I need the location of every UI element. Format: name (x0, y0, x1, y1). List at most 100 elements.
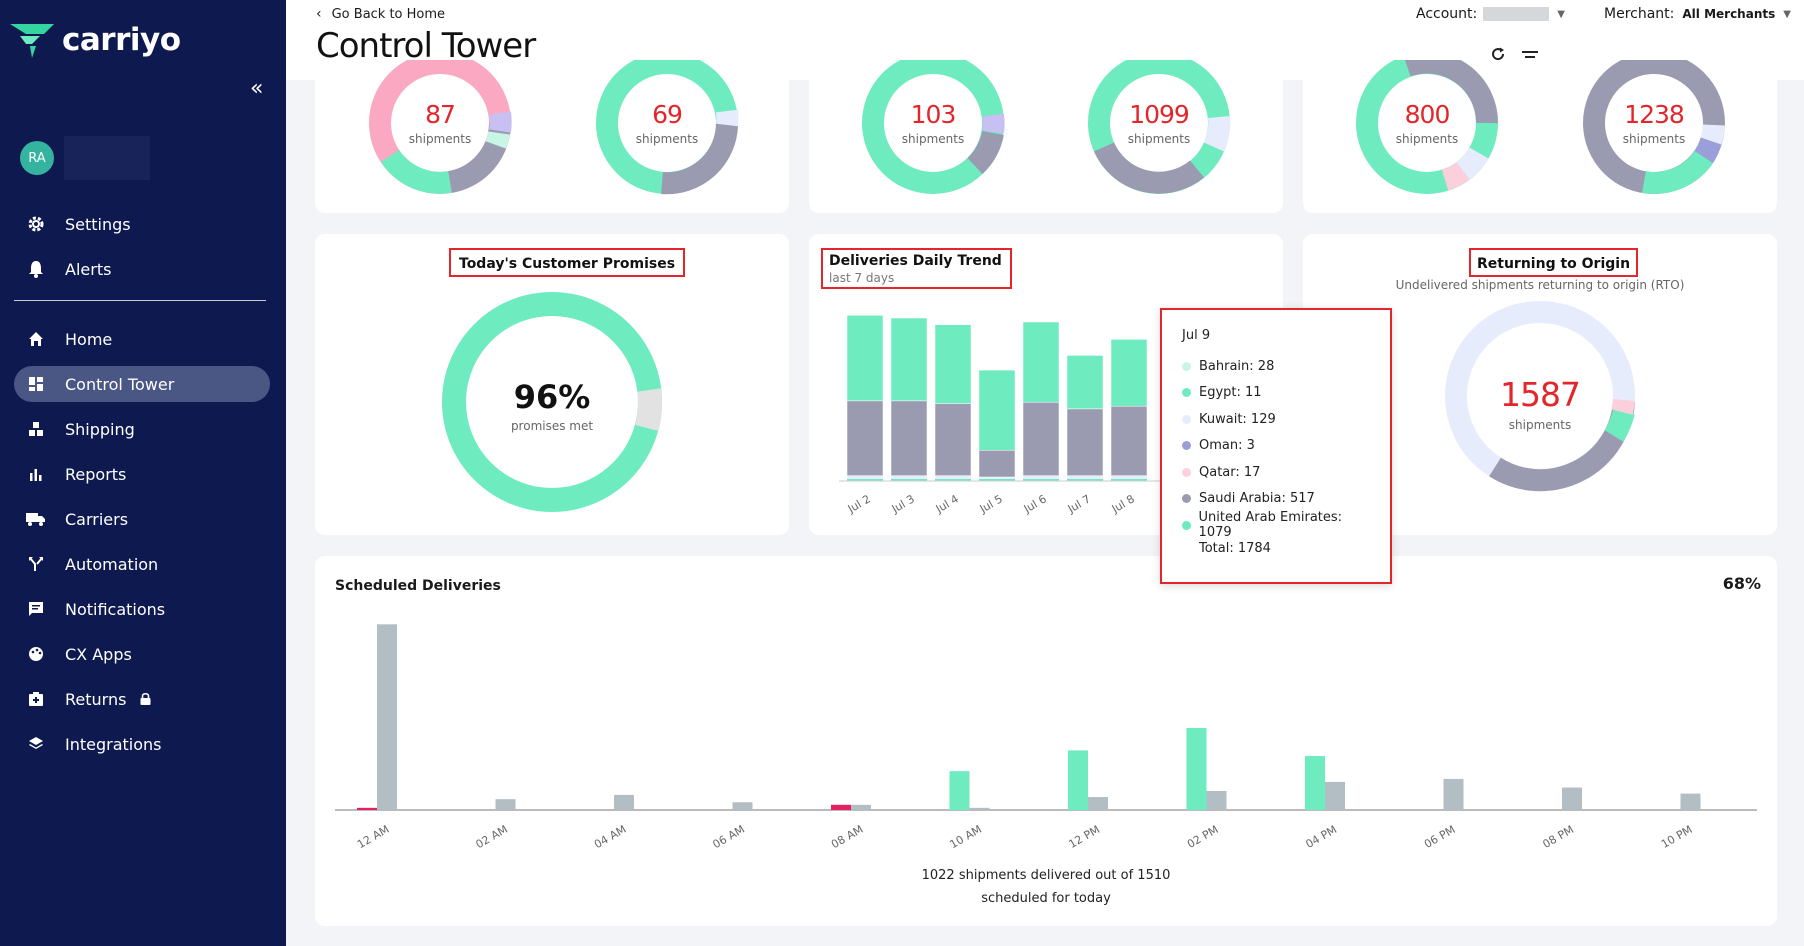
sidebar-item-label: Carriers (65, 509, 129, 529)
sidebar: carriyo « RA Settings Alerts Home Contro… (0, 0, 286, 946)
bell-icon (24, 257, 48, 281)
bar-on-time (949, 771, 970, 810)
sidebar-item-home[interactable]: Home (14, 321, 270, 357)
bar-uae (890, 317, 928, 402)
user-profile[interactable]: RA (20, 136, 150, 180)
donut-chart: 800 shipments (1356, 51, 1499, 194)
sidebar-main-nav: Home Control Tower Shipping Reports Carr… (14, 321, 270, 771)
bar-egypt (935, 479, 971, 481)
merchant-label: Merchant: (1604, 6, 1675, 22)
tooltip-date: Jul 9 (1182, 328, 1211, 343)
bar-scheduled (851, 804, 871, 810)
customer-promises-card: Today's Customer Promises 96% promises m… (315, 234, 789, 535)
x-tick-label: Jul 5 (977, 492, 1005, 516)
merchant-selector[interactable]: Merchant: All Merchants ▼ (1604, 6, 1791, 22)
sidebar-item-label: Control Tower (65, 374, 175, 394)
legend-dot (1182, 520, 1191, 530)
carriyo-logo[interactable]: carriyo (10, 22, 181, 58)
bar-saudi-arabia (890, 400, 928, 476)
scheduled-deliveries-chart: 12 AM 02 AM 04 AM 06 AM 08 AM 10 AM 12 PM 02 PM… (335, 624, 1757, 852)
avatar: RA (20, 141, 54, 175)
x-tick-label: Jul 8 (1109, 492, 1137, 516)
x-tick-label: Jul 6 (1021, 492, 1049, 516)
scheduled-percent: 68% (1722, 574, 1761, 593)
sidebar-item-label: Reports (65, 464, 127, 484)
merchant-value: All Merchants (1682, 7, 1776, 21)
top-card-2: 103 shipments 1099 shipments (809, 52, 1283, 213)
sidebar-item-reports[interactable]: Reports (14, 456, 270, 492)
sidebar-item-control-tower[interactable]: Control Tower (14, 366, 270, 402)
x-tick-label: 06 AM (711, 823, 747, 852)
returns-icon (24, 687, 48, 711)
bar-egypt (1023, 479, 1059, 481)
gear-icon (24, 212, 48, 236)
bar-scheduled (1206, 791, 1227, 810)
x-tick-label: 08 PM (1540, 823, 1576, 851)
x-tick-label: 06 PM (1422, 823, 1458, 851)
bar-scheduled (614, 794, 634, 810)
page-header: ‹ Go Back to Home Control Tower Account:… (286, 0, 1804, 80)
account-selector[interactable]: Account: ▼ (1416, 6, 1565, 22)
donut-chart: 103 shipments (862, 52, 1005, 194)
tooltip-row-label: Egypt: 11 (1199, 385, 1262, 401)
sidebar-top-nav: Settings Alerts (14, 206, 270, 296)
donut-value: 103 (911, 100, 956, 129)
sidebar-item-label: Automation (65, 554, 159, 574)
legend-dot (1182, 388, 1191, 398)
tooltip-row: Egypt: 11 (1182, 380, 1370, 407)
sidebar-item-cx-apps[interactable]: CX Apps (14, 636, 270, 672)
sidebar-item-integrations[interactable]: Integrations (14, 726, 270, 762)
sidebar-item-label: Settings (65, 214, 131, 234)
back-link[interactable]: ‹ Go Back to Home (316, 6, 445, 22)
bar-on-time (1068, 750, 1088, 810)
legend-dot (1182, 441, 1191, 451)
bar-uae (934, 324, 972, 404)
bar-egypt (979, 479, 1015, 481)
card-subtitle: Undelivered shipments returning to origi… (1395, 278, 1685, 292)
card-subtitle: last 7 days (829, 271, 895, 285)
sidebar-item-notifications[interactable]: Notifications (14, 591, 270, 627)
tooltip-row-label: Oman: 3 (1199, 438, 1255, 454)
refresh-icon[interactable] (1490, 46, 1506, 66)
sidebar-item-alerts[interactable]: Alerts (14, 251, 270, 287)
donut-unit: shipments (1128, 132, 1190, 146)
sidebar-item-label: Home (65, 329, 113, 349)
x-tick-label: 04 PM (1303, 823, 1339, 851)
card-title: Deliveries Daily Trend (829, 253, 1002, 269)
bar-scheduled (1325, 781, 1345, 810)
sidebar-item-carriers[interactable]: Carriers (14, 501, 270, 537)
legend-dot (1182, 467, 1191, 477)
sidebar-item-returns[interactable]: Returns (14, 681, 270, 717)
donut-chart: 1099 shipments (1088, 52, 1231, 194)
collapse-sidebar-icon[interactable]: « (250, 76, 264, 101)
donut-unit: shipments (636, 132, 698, 146)
donut-chart: 69 shipments (596, 52, 739, 195)
bar-scheduled (1443, 778, 1464, 810)
daily-trend-chart: Jul 2 Jul 3 Jul 4 Jul 5 Jul 6 Jul 7 Jul 8 (839, 315, 1269, 516)
layers-icon (24, 732, 48, 756)
donut-value: 1099 (1129, 100, 1189, 129)
carriyo-logo-icon (10, 24, 54, 58)
palette-icon (24, 642, 48, 666)
bar-egypt (847, 479, 883, 481)
tooltip-row: Oman: 3 (1182, 433, 1370, 460)
sidebar-item-shipping[interactable]: Shipping (14, 411, 270, 447)
card-title-box: Returning to Origin (1469, 248, 1639, 277)
bar-uae (1066, 355, 1104, 410)
account-value-redacted (1483, 7, 1550, 21)
tooltip-rows: Bahrain: 28 Egypt: 11 Kuwait: 129 Oman: 3 Qa… (1182, 353, 1370, 540)
sidebar-item-label: Shipping (65, 419, 135, 439)
sidebar-item-label: Notifications (65, 599, 166, 619)
sidebar-item-automation[interactable]: Automation (14, 546, 270, 582)
card-title: Today's Customer Promises (459, 256, 676, 272)
promises-unit: promises met (511, 419, 593, 433)
bar-scheduled (732, 802, 753, 810)
x-tick-label: Jul 2 (845, 492, 873, 516)
bar-scheduled (969, 807, 990, 810)
bar-scheduled (377, 624, 397, 810)
x-tick-label: 10 PM (1659, 823, 1695, 851)
top-card-3: 800 shipments 1238 shipments (1303, 51, 1777, 213)
bar-scheduled (495, 799, 516, 810)
sidebar-item-settings[interactable]: Settings (14, 206, 270, 242)
scheduled-footer-line1: 1022 shipments delivered out of 1510 (921, 868, 1171, 883)
